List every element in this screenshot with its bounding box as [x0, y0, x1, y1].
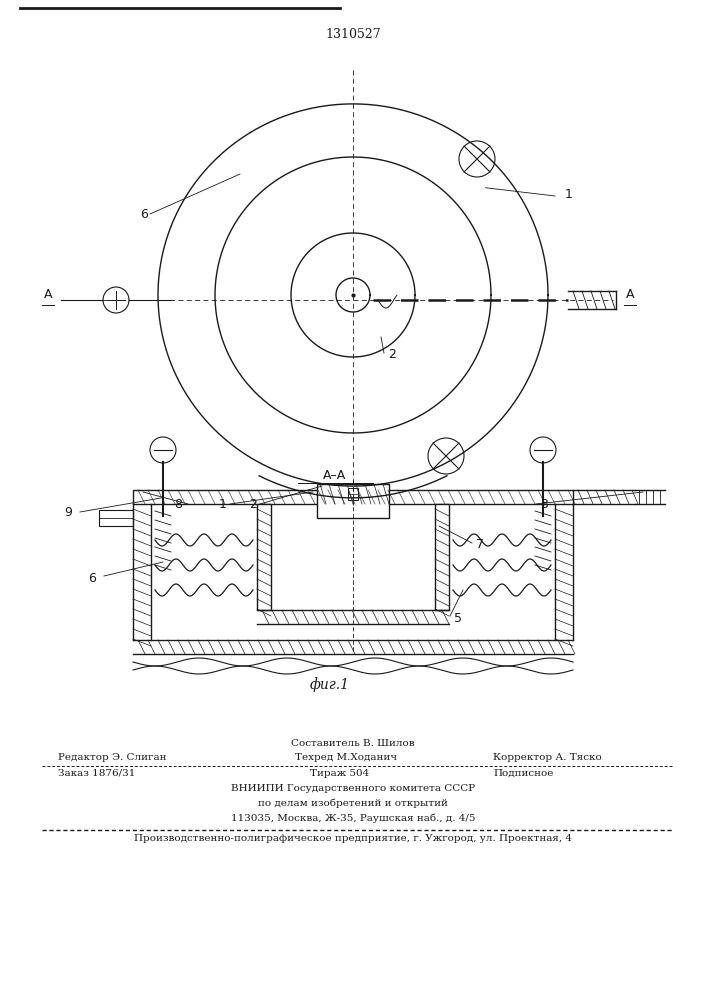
- Text: 9: 9: [64, 506, 72, 518]
- Text: А–А: А–А: [323, 469, 346, 482]
- Text: 6: 6: [88, 572, 96, 584]
- Text: фиг.1: фиг.1: [310, 678, 350, 692]
- Bar: [317, 484, 389, 518]
- Text: Техред М.Ходанич: Техред М.Ходанич: [295, 753, 397, 762]
- Bar: [435, 504, 449, 610]
- Text: 7: 7: [476, 538, 484, 552]
- Bar: [133, 490, 573, 504]
- Text: А: А: [626, 288, 634, 302]
- Text: по делам изобретений и открытий: по делам изобретений и открытий: [258, 798, 448, 808]
- Text: 1: 1: [219, 498, 227, 512]
- Text: 113035, Москва, Ж-35, Раушская наб., д. 4/5: 113035, Москва, Ж-35, Раушская наб., д. …: [230, 814, 475, 823]
- Text: Редактор Э. Слиган: Редактор Э. Слиган: [58, 753, 167, 762]
- Text: ВНИИПИ Государственного комитета СССР: ВНИИПИ Государственного комитета СССР: [231, 784, 475, 793]
- Text: Тираж 504: Тираж 504: [310, 769, 369, 778]
- Text: 5: 5: [454, 611, 462, 624]
- Text: Корректор А. Тяско: Корректор А. Тяско: [493, 753, 602, 762]
- Text: Производственно-полиграфическое предприятие, г. Ужгород, ул. Проектная, 4: Производственно-полиграфическое предприя…: [134, 834, 572, 843]
- Text: Составитель В. Шилов: Составитель В. Шилов: [291, 739, 415, 748]
- Bar: [348, 488, 358, 500]
- Text: 1: 1: [565, 188, 573, 202]
- Text: 8: 8: [174, 498, 182, 512]
- Text: 6: 6: [140, 209, 148, 222]
- Text: 1310527: 1310527: [325, 28, 381, 41]
- Text: Заказ 1876/31: Заказ 1876/31: [58, 769, 135, 778]
- Text: 3: 3: [540, 498, 548, 512]
- Bar: [257, 504, 271, 610]
- Text: Подписное: Подписное: [493, 769, 554, 778]
- Bar: [99, 510, 133, 526]
- Text: 2: 2: [249, 498, 257, 512]
- Text: А: А: [44, 288, 52, 302]
- Text: 2: 2: [388, 349, 396, 361]
